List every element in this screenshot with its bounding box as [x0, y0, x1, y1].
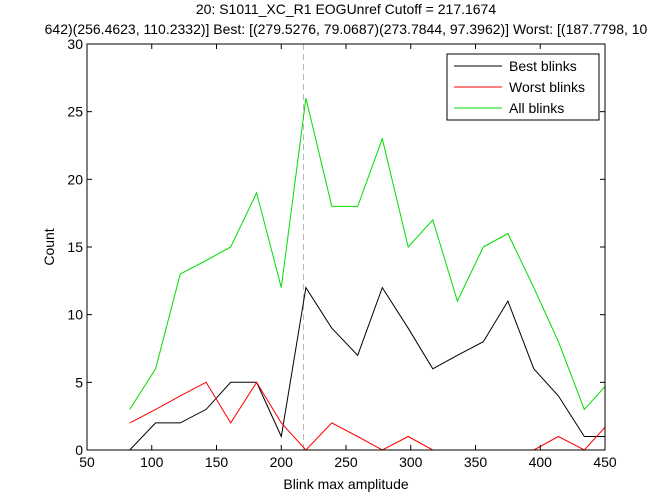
- x-tick-label: 200: [270, 454, 294, 470]
- x-tick-label: 300: [399, 454, 423, 470]
- y-tick-label: 15: [67, 239, 83, 255]
- legend-label-best-blinks: Best blinks: [509, 58, 577, 74]
- chart-title-line2: 642)(256.4623, 110.2332)] Best: [(279.52…: [45, 21, 648, 37]
- legend-label-worst-blinks: Worst blinks: [509, 79, 585, 95]
- chart-title-line1: 20: S1011_XC_R1 EOGUnref Cutoff = 217.16…: [196, 1, 497, 17]
- x-tick-label: 400: [529, 454, 553, 470]
- y-tick-label: 30: [67, 36, 83, 52]
- series-line-best-blinks: [130, 288, 609, 450]
- legend: Best blinks Worst blinks All blinks: [447, 54, 599, 120]
- x-tick-label: 450: [593, 454, 617, 470]
- y-tick-label: 0: [75, 442, 83, 458]
- x-tick-label: 350: [464, 454, 488, 470]
- x-tick-label: 250: [334, 454, 358, 470]
- legend-label-all-blinks: All blinks: [509, 100, 564, 116]
- series-line-all-blinks: [130, 98, 609, 409]
- y-tick-label: 20: [67, 171, 83, 187]
- x-tick-label: 100: [140, 454, 164, 470]
- x-tick-label: 150: [205, 454, 229, 470]
- y-axis-label: Count: [41, 228, 57, 265]
- y-tick-label: 25: [67, 104, 83, 120]
- series-line-worst-blinks: [130, 382, 609, 450]
- y-tick-label: 10: [67, 307, 83, 323]
- y-tick-label: 5: [75, 374, 83, 390]
- x-axis-label: Blink max amplitude: [283, 476, 408, 492]
